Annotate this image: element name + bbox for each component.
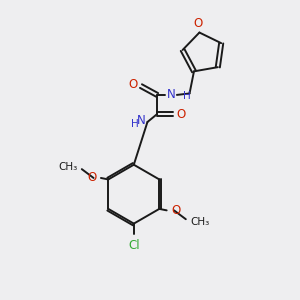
Text: H: H	[183, 92, 190, 101]
Text: Cl: Cl	[128, 239, 140, 252]
Text: O: O	[87, 172, 97, 184]
Text: N: N	[136, 114, 146, 127]
Text: CH₃: CH₃	[190, 217, 209, 226]
Text: O: O	[193, 16, 203, 30]
Text: O: O	[171, 204, 180, 217]
Text: O: O	[129, 78, 138, 91]
Text: O: O	[176, 108, 185, 121]
Text: CH₃: CH₃	[58, 162, 77, 172]
Text: H: H	[131, 119, 139, 129]
Text: N: N	[167, 88, 176, 101]
